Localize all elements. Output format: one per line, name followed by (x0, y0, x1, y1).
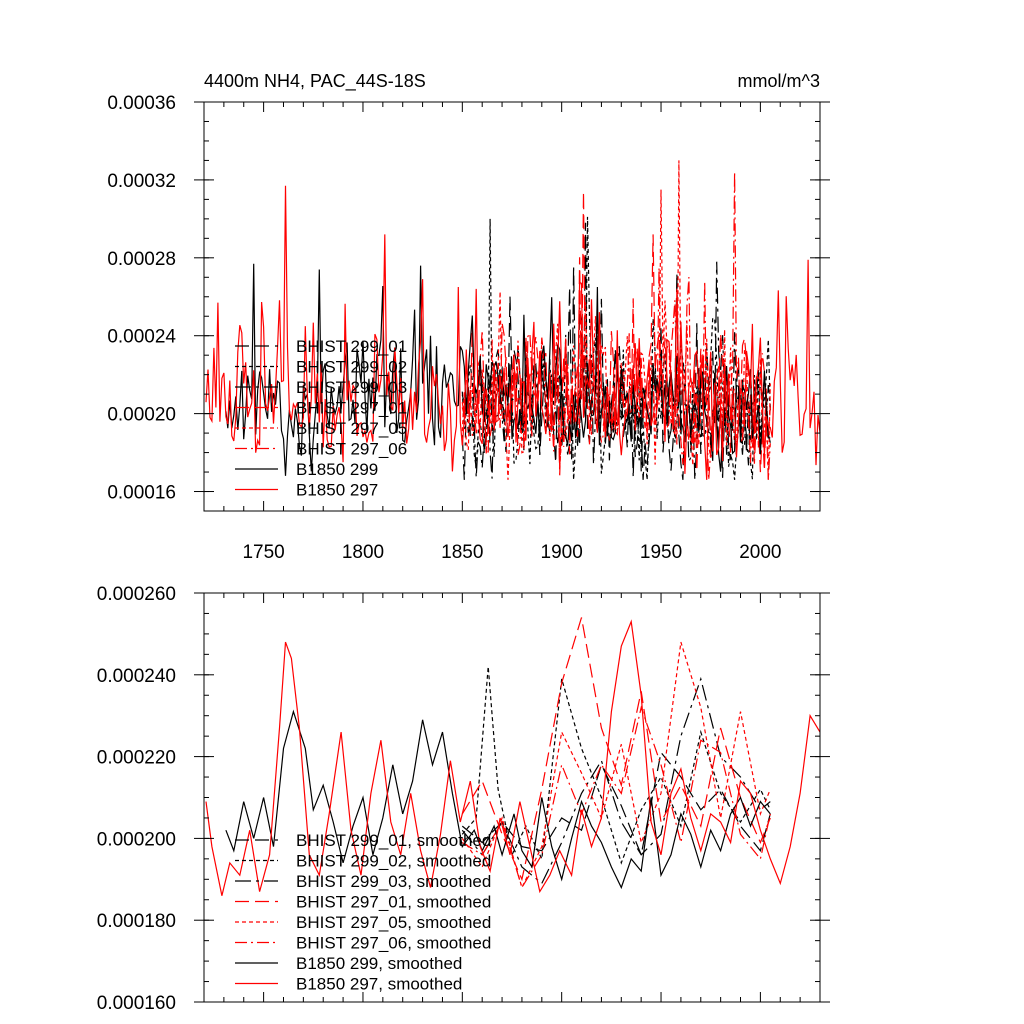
y-tick-label: 0.00024 (107, 327, 176, 348)
y-tick-label: 0.00032 (107, 171, 176, 192)
x-tick-label: 2000 (739, 542, 781, 563)
y-tick-label: 0.000200 (97, 829, 176, 850)
x-tick-label: 1950 (640, 542, 682, 563)
legend-label: B1850 297 (296, 481, 378, 500)
legend-label: BHIST 299_03 (296, 378, 407, 397)
legend-label: BHIST 297_06 (296, 440, 407, 459)
legend-label: BHIST 297_05 (296, 419, 407, 438)
x-tick-label: 1900 (541, 542, 583, 563)
y-tick-label: 0.000260 (97, 584, 176, 605)
chart-title: 4400m NH4, PAC_44S-18S (204, 71, 426, 92)
x-tick-label: 1850 (441, 542, 483, 563)
top-panel: 4400m NH4, PAC_44S-18S mmol/m^3 BHIST 29… (107, 71, 830, 563)
x-tick-label: 1750 (242, 542, 284, 563)
legend-label: B1850 299 (296, 460, 378, 479)
top-plot-frame (203, 101, 821, 512)
top-axes: 1750 1800 1850 1900 1950 2000 0.00016 0.00020 0.… (107, 93, 830, 563)
series-line-6 (461, 705, 771, 889)
y-tick-label: 0.000240 (97, 666, 176, 687)
x-tick-label: 1800 (342, 542, 384, 563)
legend-label: BHIST 299_02 (296, 358, 407, 377)
legend-label: BHIST 299_01 (296, 337, 407, 356)
legend-label: B1850 297, smoothed (296, 975, 462, 994)
y-tick-label: 0.00036 (107, 93, 176, 114)
bottom-series-group (205, 617, 821, 896)
bottom-legend: BHIST 299_01, smoothed BHIST 299_02, smoo… (235, 831, 491, 994)
series-line-2 (461, 666, 771, 865)
series-line-8 (205, 185, 821, 480)
legend-label: BHIST 297_05, smoothed (296, 913, 491, 932)
legend-label: BHIST 297_01 (296, 399, 407, 418)
series-line-3 (461, 676, 771, 885)
legend-label: BHIST 299_03, smoothed (296, 872, 491, 891)
y-tick-label: 0.000160 (97, 993, 176, 1014)
series-line-8 (205, 619, 821, 896)
series-line-3 (461, 261, 771, 480)
series-line-1 (461, 751, 771, 857)
y-tick-label: 0.00016 (107, 483, 176, 504)
y-tick-label: 0.000180 (97, 911, 176, 932)
series-line-5 (461, 641, 771, 890)
y-tick-label: 0.000220 (97, 748, 176, 769)
units-label: mmol/m^3 (738, 71, 820, 91)
legend-label: B1850 299, smoothed (296, 954, 462, 973)
legend-label: BHIST 299_02, smoothed (296, 852, 491, 871)
legend-label: BHIST 297_06, smoothed (296, 934, 491, 953)
bottom-panel: BHIST 299_01, smoothed BHIST 299_02, smoo… (97, 584, 830, 1014)
series-line-2 (461, 216, 771, 480)
y-tick-label: 0.00028 (107, 249, 176, 270)
y-tick-label: 0.00020 (107, 405, 176, 426)
legend-label: BHIST 299_01, smoothed (296, 831, 491, 850)
legend-label: BHIST 297_01, smoothed (296, 893, 491, 912)
bottom-axes: 0.000160 0.000180 0.000200 0.000220 0.000240… (97, 584, 830, 1014)
top-series-group (205, 160, 821, 480)
series-line-7 (225, 709, 771, 890)
